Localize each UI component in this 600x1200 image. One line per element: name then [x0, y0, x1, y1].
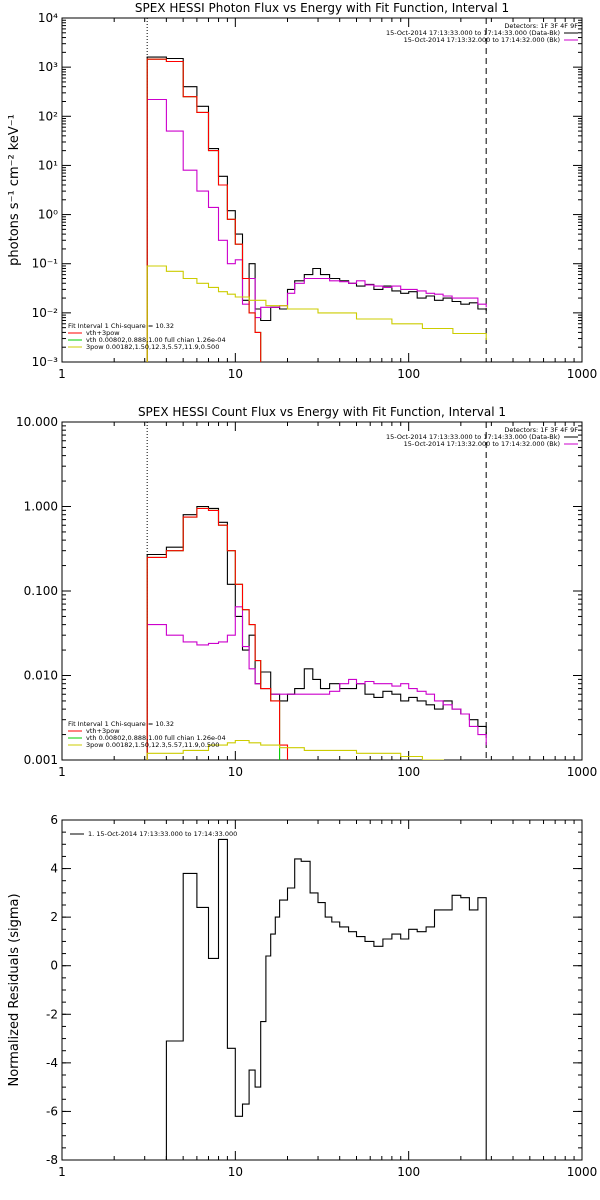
legend-header: Detectors: 1F 3F 4F 9F: [504, 426, 578, 434]
series-line-2: [146, 98, 487, 362]
plot-frame: [61, 819, 583, 1161]
x-tick-label: 100: [397, 367, 420, 381]
y-tick-label: -6: [46, 1104, 58, 1118]
y-tick-label: 0.001: [24, 753, 58, 767]
plot-frame: [61, 421, 583, 761]
y-tick-label: 10.000: [16, 415, 58, 429]
y-tick-label: 0.010: [24, 669, 58, 683]
legend-header: Fit Interval 1 Chi-square = 10.32: [68, 322, 174, 330]
series-group: [147, 838, 487, 1160]
y-tick-label: 10⁻²: [32, 306, 59, 320]
chart-title: SPEX HESSI Photon Flux vs Energy with Fi…: [135, 1, 509, 15]
y-tick-label: 10⁴: [38, 11, 58, 25]
x-tick-label: 1: [58, 367, 66, 381]
series-line-3: [146, 58, 262, 362]
series-line-5: [146, 739, 444, 760]
series-line-4: [146, 58, 262, 362]
legend-header: Fit Interval 1 Chi-square = 10.32: [68, 720, 174, 728]
chart-panel-1: SPEX HESSI Photon Flux vs Energy with Fi…: [7, 1, 597, 381]
legend-entry: 15-Oct-2014 17:13:32.000 to 17:14:32.000…: [404, 36, 560, 44]
series-group: [146, 56, 487, 362]
y-tick-label: -8: [46, 1153, 58, 1167]
x-tick-label: 100: [397, 1165, 420, 1179]
series-line-2: [146, 606, 487, 760]
x-tick-label: 1: [58, 765, 66, 779]
series-line-5: [146, 265, 487, 362]
y-tick-label: 1.000: [24, 500, 58, 514]
y-tick-label: 0: [50, 959, 58, 973]
legend: 1. 15-Oct-2014 17:13:33.000 to 17:14:33.…: [70, 830, 237, 838]
legend-header: Detectors: 1F 3F 4F 9F: [504, 22, 578, 30]
x-tick-label: 1: [58, 1165, 66, 1179]
y-tick-label: -2: [46, 1007, 58, 1021]
legend-entry: vth 0.00802,0.888,1.00 full chian 1.26e-…: [86, 336, 226, 344]
series-group: [146, 505, 487, 760]
y-tick-label: 6: [50, 813, 58, 827]
x-tick-label: 1000: [567, 367, 598, 381]
x-tick-label: 10: [228, 1165, 243, 1179]
y-tick-label: 4: [50, 862, 58, 876]
legend-entry: 1. 15-Oct-2014 17:13:33.000 to 17:14:33.…: [88, 830, 237, 838]
x-tick-label: 10: [228, 765, 243, 779]
legend-entry: 3pow 0.00182,1.50,12.3,5.57,11.9,0.500: [86, 741, 219, 749]
y-tick-label: 10²: [38, 109, 58, 123]
chart-panel-2: SPEX HESSI Count Flux vs Energy with Fit…: [16, 405, 597, 779]
x-tick-label: 10: [228, 367, 243, 381]
legend-entry: 15-Oct-2014 17:13:33.000 to 17:14:33.000…: [386, 433, 560, 441]
series-line-4: [146, 507, 289, 760]
x-tick-label: 1000: [567, 765, 598, 779]
y-axis-label: photons s⁻¹ cm⁻² keV⁻¹: [7, 114, 22, 266]
y-tick-label: 0.100: [24, 584, 58, 598]
legend-entry: vth 0.00802,0.888,1.00 full chian 1.26e-…: [86, 734, 226, 742]
y-tick-label: 10⁰: [38, 208, 58, 222]
series-line-1: [146, 505, 487, 760]
y-tick-label: 2: [50, 910, 58, 924]
series-line-1: [147, 838, 487, 1160]
legend-entry: 15-Oct-2014 17:13:32.000 to 17:14:32.000…: [404, 440, 560, 448]
y-tick-label: 10³: [38, 60, 58, 74]
legend-entry: vth+3pow: [86, 727, 120, 735]
chart-title: SPEX HESSI Count Flux vs Energy with Fit…: [138, 405, 506, 419]
legend-entry: vth+3pow: [86, 329, 120, 337]
y-tick-label: 10¹: [38, 158, 58, 172]
y-tick-label: 10⁻³: [32, 355, 59, 369]
x-tick-label: 100: [397, 765, 420, 779]
series-line-1: [146, 56, 487, 362]
legend: Fit Interval 1 Chi-square = 10.32vth+3po…: [68, 322, 226, 351]
legend-entry: 15-Oct-2014 17:13:33.000 to 17:14:33.000…: [386, 29, 560, 37]
plot-frame: [61, 17, 583, 363]
y-tick-label: -4: [46, 1056, 58, 1070]
x-tick-label: 1000: [567, 1165, 598, 1179]
legend-entry: 3pow 0.00182,1.50,12.3,5.57,11.9,0.500: [86, 343, 219, 351]
legend: Fit Interval 1 Chi-square = 10.32vth+3po…: [68, 720, 226, 749]
y-tick-label: 10⁻¹: [32, 257, 59, 271]
chart-panel-3: 1 10 100 1000 -8 -6 -4 -2 0 2 4 6 Normalized Residua…: [7, 813, 597, 1179]
y-axis-label: Normalized Residuals (sigma): [7, 893, 22, 1086]
